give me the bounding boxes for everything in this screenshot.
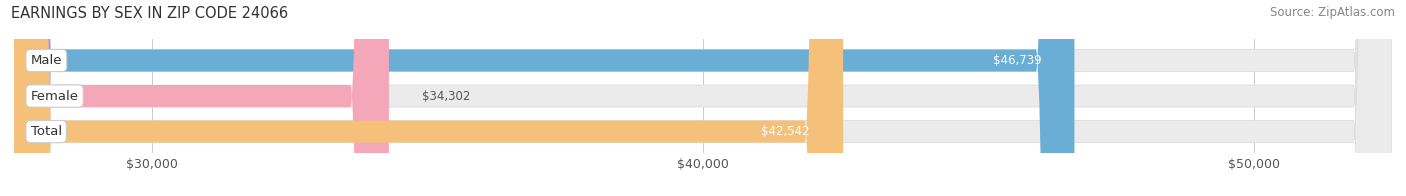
FancyBboxPatch shape xyxy=(14,0,1392,196)
Text: Source: ZipAtlas.com: Source: ZipAtlas.com xyxy=(1270,6,1395,19)
Text: Male: Male xyxy=(31,54,62,67)
Text: $34,302: $34,302 xyxy=(422,90,471,103)
Text: $42,542: $42,542 xyxy=(762,125,810,138)
FancyBboxPatch shape xyxy=(14,0,389,196)
Text: Female: Female xyxy=(31,90,79,103)
FancyBboxPatch shape xyxy=(14,0,1392,196)
Text: $46,739: $46,739 xyxy=(993,54,1042,67)
Text: Total: Total xyxy=(31,125,62,138)
FancyBboxPatch shape xyxy=(14,0,1074,196)
Text: EARNINGS BY SEX IN ZIP CODE 24066: EARNINGS BY SEX IN ZIP CODE 24066 xyxy=(11,6,288,21)
FancyBboxPatch shape xyxy=(14,0,844,196)
FancyBboxPatch shape xyxy=(14,0,1392,196)
